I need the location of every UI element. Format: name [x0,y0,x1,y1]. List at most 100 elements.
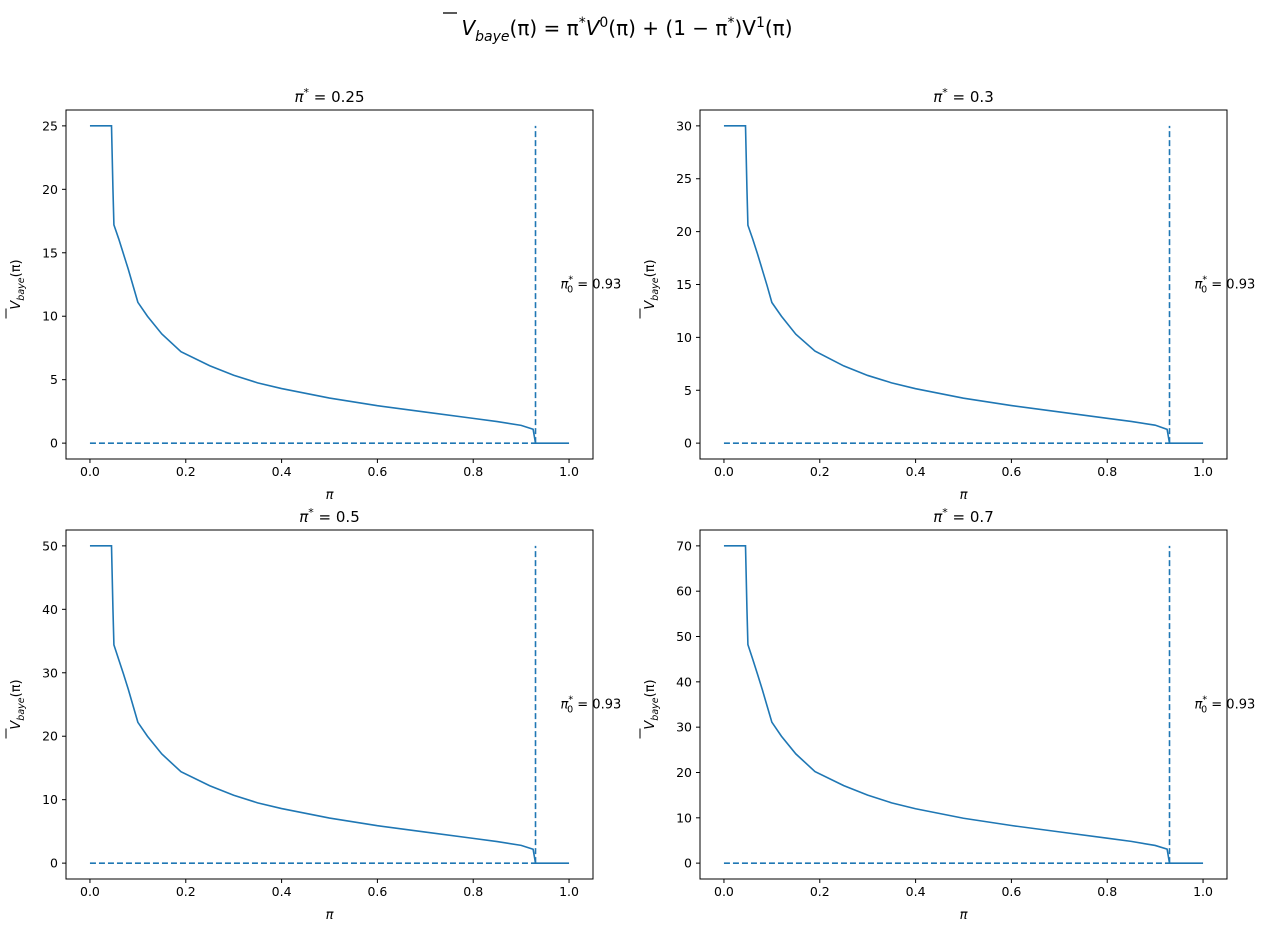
x-tick-label: 0.0 [80,464,100,479]
annotation-subscript: 0 [567,705,573,716]
subplot-title: π* = 0.7 [933,506,994,526]
x-tick-label: 0.8 [463,884,483,899]
threshold-annotation: π* 0 = 0.93 [561,275,622,296]
suptitle-sup-0: 0 [599,15,608,31]
annotation-equals: = [573,278,592,293]
threshold-annotation: π* 0 = 0.93 [561,695,622,716]
suptitle-part-1: (π) = π [510,16,579,40]
title-symbol: π [933,508,943,526]
ylabel-func: V [9,720,24,730]
y-tick-label: 20 [676,765,692,780]
ylabel-arg: (π) [9,679,24,697]
title-value: = 0.25 [309,88,365,106]
ylabel-arg: (π) [9,259,24,277]
x-tick-label: 0.8 [1097,464,1117,479]
x-axis-label: π [326,488,334,503]
y-tick-label: 60 [676,584,692,599]
value-curve [723,125,1204,444]
subplot-title: π* = 0.25 [294,86,364,106]
x-tick-label: 0.2 [176,884,196,899]
axes-frame [699,109,1228,460]
annotation-value: 0.93 [1226,698,1255,713]
y-tick-label: 25 [676,171,692,186]
y-tick-label: 0 [684,436,692,451]
x-tick-label: 0.6 [1001,884,1021,899]
annotation-superscript: * [568,275,573,286]
value-curve [723,545,1204,864]
x-axis-label: π [960,488,968,503]
value-curve [89,545,570,864]
y-tick-label: 30 [676,720,692,735]
ylabel-sub: baye [16,277,27,300]
ylabel-sub: baye [650,697,661,720]
x-tick-label: 0.4 [906,884,926,899]
title-symbol: π [299,508,309,526]
figure-suptitle: Vbaye(π) = π*V0(π) + (1 − π*)V1(π) [461,15,792,45]
x-tick-label: 0.8 [463,464,483,479]
suptitle-part-4: )V [734,16,756,40]
y-tick-label: 70 [676,538,692,553]
x-tick-label: 1.0 [559,464,579,479]
y-tick-label: 15 [42,245,58,260]
value-curve [89,125,570,444]
threshold-annotation: π* 0 = 0.93 [1195,275,1256,296]
suptitle-func: V [461,16,476,40]
y-tick-label: 30 [42,665,58,680]
y-tick-label: 10 [676,810,692,825]
title-value: = 0.5 [314,508,360,526]
suptitle-star-2: * [727,15,734,31]
annotation-superscript: * [1202,275,1207,286]
suptitle-func-sub: baye [475,29,509,45]
x-tick-label: 0.2 [176,464,196,479]
y-axis-label: Vbaye(π) [9,679,27,729]
axes-frame [65,529,594,880]
y-tick-label: 20 [676,224,692,239]
annotation-superscript: * [568,695,573,706]
x-tick-label: 1.0 [1193,884,1213,899]
x-tick-label: 1.0 [1193,464,1213,479]
y-axis-label: Vbaye(π) [643,259,661,309]
ylabel-func: V [9,300,24,310]
y-tick-label: 40 [42,602,58,617]
x-tick-label: 0.6 [1001,464,1021,479]
x-tick-label: 0.6 [367,464,387,479]
x-tick-label: 1.0 [559,884,579,899]
title-value: = 0.7 [948,508,994,526]
annotation-symbol: π [561,278,569,293]
ylabel-func: V [643,300,658,310]
x-tick-label: 0.2 [810,884,830,899]
x-tick-label: 0.8 [1097,884,1117,899]
y-axis-label: Vbaye(π) [643,679,661,729]
suptitle-part-5: (π) [765,16,793,40]
x-tick-label: 0.0 [80,884,100,899]
x-tick-label: 0.4 [272,464,292,479]
ylabel-sub: baye [16,697,27,720]
axes-frame [699,529,1228,880]
annotation-symbol: π [561,698,569,713]
y-tick-label: 20 [42,182,58,197]
y-tick-label: 10 [676,330,692,345]
y-tick-label: 0 [50,856,58,871]
x-tick-label: 0.0 [714,464,734,479]
y-tick-label: 15 [676,277,692,292]
title-superscript: * [308,506,314,519]
subplot-title: π* = 0.3 [933,86,994,106]
ylabel-sub: baye [650,277,661,300]
annotation-superscript: * [1202,695,1207,706]
y-tick-label: 5 [684,383,692,398]
x-axis-label: π [326,908,334,923]
ylabel-arg: (π) [643,679,658,697]
y-axis-label: Vbaye(π) [9,259,27,309]
annotation-equals: = [1207,278,1226,293]
subplot-title: π* = 0.5 [299,506,360,526]
y-tick-label: 10 [42,792,58,807]
suptitle-sup-1: 1 [756,15,765,31]
annotation-equals: = [573,698,592,713]
y-tick-label: 50 [676,629,692,644]
ylabel-func: V [643,720,658,730]
